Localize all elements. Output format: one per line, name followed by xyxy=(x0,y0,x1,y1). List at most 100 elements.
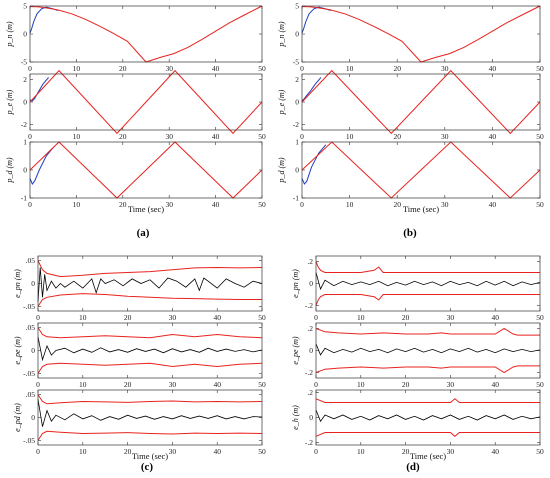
x-axis-label: Time (sec) xyxy=(410,451,446,461)
series-line-red xyxy=(37,293,262,307)
y-axis-label: e_pe (m) xyxy=(291,336,300,365)
x-tick-label: 40 xyxy=(212,64,220,73)
y-axis-label: p_d (m) xyxy=(5,157,14,183)
axes-frame xyxy=(29,5,263,63)
x-tick-label: 50 xyxy=(536,64,544,73)
x-tick-label: 40 xyxy=(489,132,497,141)
x-tick-label: 20 xyxy=(402,447,410,456)
y-tick-label: .05 xyxy=(26,390,36,399)
y-tick-label: 0 xyxy=(309,413,313,422)
series-line-red xyxy=(301,141,541,199)
x-tick-label: 50 xyxy=(258,64,266,73)
x-tick-label: 10 xyxy=(79,313,87,322)
y-axis-label: e_pn (m) xyxy=(13,269,22,298)
series-line-red xyxy=(315,432,540,437)
x-tick-label: 20 xyxy=(119,200,127,209)
x-tick-label: 30 xyxy=(447,380,455,389)
x-tick-label: 20 xyxy=(393,64,401,73)
y-tick-label: 0 xyxy=(31,279,35,288)
y-tick-label: .2 xyxy=(307,324,313,333)
x-tick-label: 20 xyxy=(393,200,401,209)
axes-frame xyxy=(29,141,263,199)
x-tick-label: 0 xyxy=(28,64,32,73)
axes-frame xyxy=(315,255,541,312)
y-tick-label: -5 xyxy=(293,58,299,67)
y-tick-label: -.2 xyxy=(305,368,313,377)
series-line-red xyxy=(301,69,541,135)
y-tick-label: 2 xyxy=(295,75,299,84)
x-tick-label: 10 xyxy=(357,313,365,322)
y-tick-label: 0 xyxy=(23,30,27,39)
series-line-red xyxy=(315,398,540,403)
x-tick-label: 50 xyxy=(258,380,266,389)
x-tick-label: 10 xyxy=(79,380,87,389)
axes-frame xyxy=(29,73,263,131)
x-tick-label: 0 xyxy=(300,64,304,73)
x-tick-label: 0 xyxy=(314,380,318,389)
y-tick-label: -.05 xyxy=(23,436,35,445)
panel-label-a: (a) xyxy=(137,227,150,239)
x-tick-label: 50 xyxy=(258,132,266,141)
y-tick-label: 5 xyxy=(23,2,27,11)
x-tick-label: 40 xyxy=(491,380,499,389)
x-tick-label: 10 xyxy=(73,200,81,209)
x-tick-label: 30 xyxy=(169,447,177,456)
y-tick-label: .05 xyxy=(26,323,36,332)
x-tick-label: 10 xyxy=(346,200,354,209)
x-tick-label: 20 xyxy=(119,64,127,73)
y-axis-label: e_h (m) xyxy=(291,405,300,430)
series-line-black xyxy=(37,267,263,302)
y-axis-label: e_pe (m) xyxy=(13,336,22,365)
y-tick-label: -5 xyxy=(21,58,27,67)
subplot-3-2: 0 10 20 30 40 50-.20.2e_h (m) xyxy=(291,388,544,456)
x-tick-label: 20 xyxy=(402,313,410,322)
axes-frame xyxy=(301,141,541,199)
x-tick-label: 50 xyxy=(536,200,544,209)
series-line-blue xyxy=(301,77,322,102)
y-tick-label: -1 xyxy=(293,194,299,203)
y-tick-label: 0 xyxy=(309,346,313,355)
y-axis-label: p_e (m) xyxy=(5,89,14,115)
series-line-blue xyxy=(29,77,49,102)
y-tick-label: 0 xyxy=(295,166,299,175)
x-tick-label: 0 xyxy=(28,200,32,209)
x-tick-label: 40 xyxy=(212,132,220,141)
x-tick-label: 30 xyxy=(441,132,449,141)
x-tick-label: 30 xyxy=(441,200,449,209)
x-tick-label: 40 xyxy=(213,380,221,389)
x-tick-label: 0 xyxy=(36,380,40,389)
x-tick-label: 40 xyxy=(213,313,221,322)
x-tick-label: 0 xyxy=(36,447,40,456)
x-tick-label: 40 xyxy=(489,64,497,73)
x-tick-label: 20 xyxy=(124,313,132,322)
y-tick-label: -.2 xyxy=(305,438,313,447)
x-tick-label: 30 xyxy=(165,64,173,73)
x-tick-label: 0 xyxy=(314,447,318,456)
series-line-blue xyxy=(301,6,331,34)
y-tick-label: 0 xyxy=(31,413,35,422)
y-tick-label: -.05 xyxy=(23,302,35,311)
subplot-2-1: 0 10 20 30 40 50-.050.05e_pe (m) xyxy=(13,322,266,389)
y-tick-label: 5 xyxy=(295,2,299,11)
series-line-red xyxy=(29,69,263,135)
x-tick-label: 10 xyxy=(346,132,354,141)
series-line-red xyxy=(315,327,540,336)
axes-frame xyxy=(37,322,263,379)
series-line-black xyxy=(37,336,263,362)
y-axis-label: p_d (m) xyxy=(277,157,286,183)
y-axis-label: e_pd (m) xyxy=(13,403,22,432)
panel-label-d: (d) xyxy=(406,461,420,473)
series-line-red xyxy=(37,327,263,339)
x-tick-label: 20 xyxy=(124,447,132,456)
series-line-red xyxy=(37,430,263,441)
x-axis-label: Time (sec) xyxy=(403,204,439,214)
y-tick-label: 0 xyxy=(23,166,27,175)
y-tick-label: -2 xyxy=(21,120,27,129)
series-line-red xyxy=(29,141,263,199)
x-tick-label: 0 xyxy=(300,200,304,209)
